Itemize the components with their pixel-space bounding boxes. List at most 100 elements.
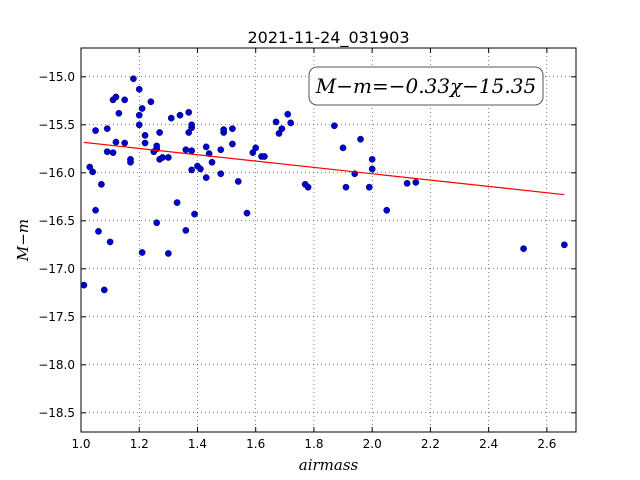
- data-point: [147, 98, 155, 106]
- data-point: [365, 183, 373, 191]
- data-point: [165, 154, 172, 161]
- data-point: [98, 180, 105, 188]
- data-point: [112, 138, 120, 146]
- data-point: [252, 144, 260, 152]
- data-point: [188, 147, 195, 155]
- data-point: [176, 111, 184, 119]
- data-point: [205, 150, 213, 157]
- data-point: [138, 105, 146, 112]
- data-point: [156, 129, 163, 136]
- data-point: [130, 75, 137, 83]
- data-point: [92, 127, 99, 134]
- data-point: [278, 125, 286, 132]
- y-tick-label: −18.5: [38, 406, 75, 420]
- data-point: [121, 139, 129, 147]
- data-point: [121, 96, 129, 104]
- data-point: [220, 126, 228, 133]
- data-points: [80, 75, 568, 294]
- data-point: [153, 142, 161, 150]
- data-point: [153, 219, 161, 227]
- ticks: 1.0 1.2 1.4 1.6 1.8 2.0 2.2 2.4 2.6 −15.0 −15.5 −16…: [38, 48, 576, 451]
- x-tick-label: 1.6: [246, 437, 265, 451]
- plot-frame: [80, 47, 577, 433]
- data-point: [229, 140, 236, 148]
- data-point: [304, 183, 312, 191]
- data-point: [115, 109, 123, 117]
- data-point: [185, 108, 193, 116]
- y-axis-label: M−m: [14, 219, 32, 262]
- data-point: [92, 206, 99, 214]
- data-point: [103, 125, 111, 132]
- fit-line: [83, 141, 565, 196]
- annotation-text: M−m=−0.33χ−15.35: [315, 74, 536, 98]
- x-tick-label: 1.8: [304, 437, 323, 451]
- data-point: [261, 153, 268, 160]
- x-tick-label: 1.0: [71, 437, 90, 451]
- data-point: [135, 85, 143, 93]
- data-point: [368, 165, 376, 173]
- data-point: [138, 249, 146, 256]
- data-point: [330, 122, 338, 130]
- data-point: [159, 154, 166, 161]
- y-tick-label: −18.0: [38, 358, 75, 372]
- y-tick-label: −17.5: [38, 310, 75, 324]
- x-tick-label: 2.4: [479, 437, 498, 451]
- y-tick-label: −15.5: [38, 118, 75, 132]
- data-point: [217, 170, 225, 178]
- data-point: [89, 168, 96, 176]
- chart-title: 2021-11-24_031903: [247, 28, 409, 48]
- data-point: [188, 121, 195, 129]
- data-point: [561, 241, 568, 249]
- data-point: [106, 238, 114, 246]
- data-point: [182, 146, 190, 154]
- y-tick-label: −16.5: [38, 214, 75, 228]
- data-point: [100, 286, 108, 294]
- x-axis-label: airmass: [299, 456, 359, 474]
- data-point: [188, 166, 195, 174]
- data-point: [141, 132, 149, 139]
- data-point: [383, 206, 391, 214]
- data-point: [287, 119, 294, 127]
- data-point: [520, 245, 527, 252]
- fit-annotation: M−m=−0.33χ−15.35: [308, 66, 544, 106]
- data-point: [234, 178, 242, 185]
- data-point: [342, 183, 350, 191]
- data-point: [412, 179, 420, 186]
- data-point: [339, 144, 347, 152]
- data-point: [135, 111, 143, 119]
- data-point: [141, 139, 149, 147]
- data-point: [368, 156, 376, 163]
- data-point: [202, 174, 210, 181]
- x-tick-label: 1.4: [188, 437, 207, 451]
- x-tick-label: 1.2: [130, 437, 149, 451]
- data-point: [167, 114, 175, 122]
- x-tick-label: 2.0: [363, 437, 382, 451]
- fit-line-group: [83, 141, 565, 196]
- data-point: [103, 148, 111, 156]
- x-tick-label: 2.6: [537, 437, 556, 451]
- y-tick-label: −15.0: [38, 70, 75, 84]
- data-point: [403, 180, 411, 187]
- data-point: [173, 199, 181, 206]
- data-point: [182, 227, 190, 234]
- data-point: [202, 143, 210, 151]
- annotation-box: [308, 66, 544, 106]
- data-point: [112, 93, 120, 101]
- y-tick-label: −16.0: [38, 166, 75, 180]
- data-point: [284, 110, 292, 118]
- data-point: [272, 118, 280, 126]
- data-point: [95, 228, 102, 235]
- y-tick-label: −17.0: [38, 262, 75, 276]
- grid: [80, 48, 576, 432]
- data-point: [127, 158, 134, 166]
- x-tick-label: 2.2: [421, 437, 440, 451]
- data-point: [109, 149, 117, 156]
- data-point: [243, 209, 251, 217]
- data-point: [165, 250, 172, 257]
- data-point: [208, 158, 216, 166]
- data-point: [229, 125, 236, 132]
- data-point: [135, 121, 143, 129]
- data-point: [191, 210, 198, 218]
- data-point: [197, 165, 204, 173]
